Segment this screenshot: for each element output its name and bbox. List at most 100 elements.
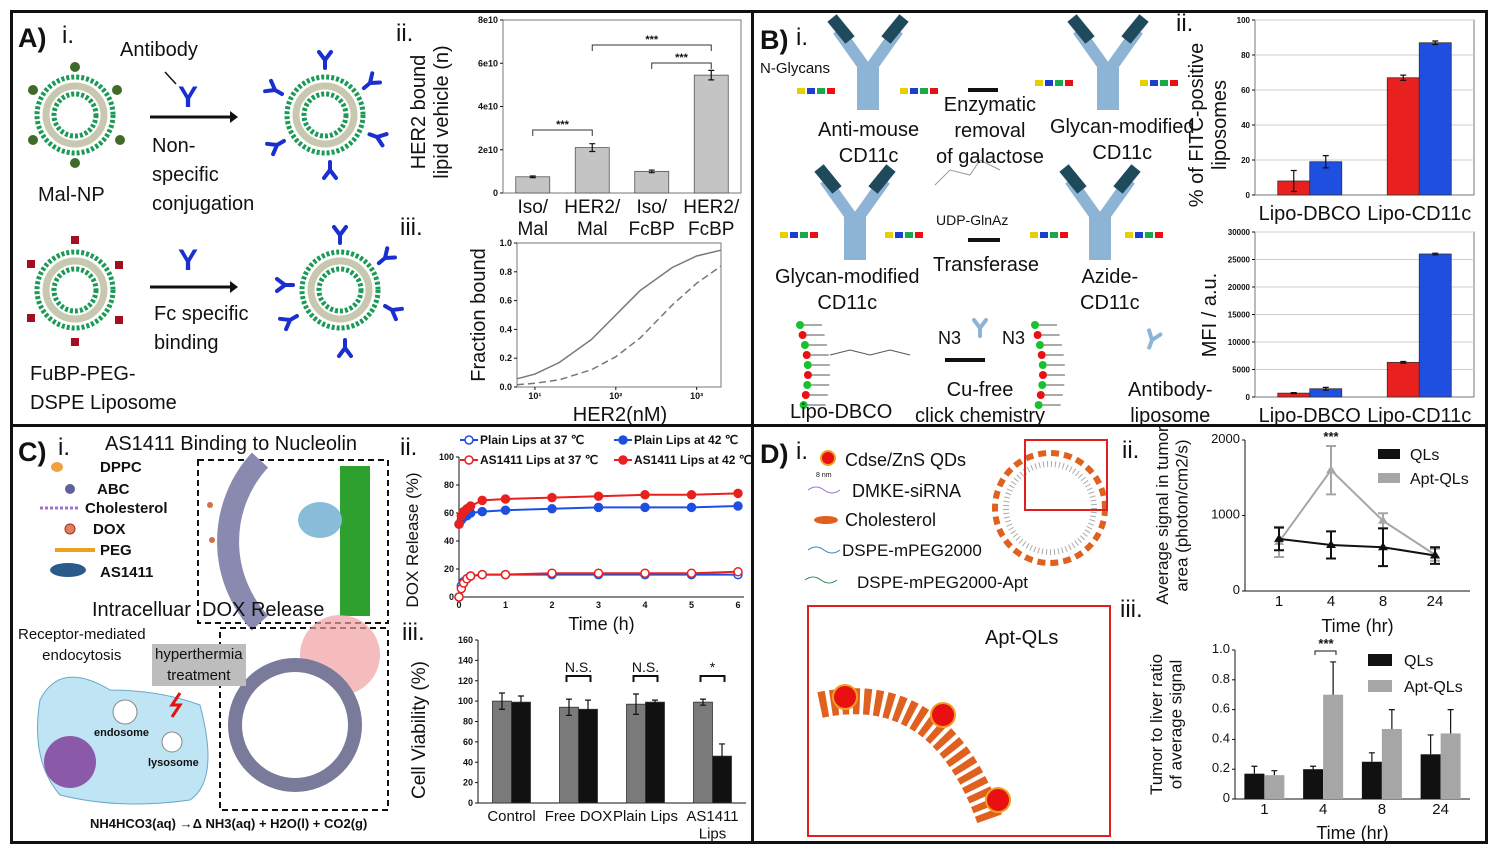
antibody-shape <box>322 160 338 180</box>
y-tick-label: 0 <box>468 798 473 808</box>
bar <box>492 700 512 804</box>
significance-bracket <box>632 675 659 682</box>
error-bar <box>1310 765 1317 770</box>
antibody-liposome <box>284 74 366 156</box>
y-tick-label: 80 <box>444 480 454 490</box>
y-tick-label: 25000 <box>1228 256 1251 265</box>
antibody-shape <box>337 338 353 358</box>
legend-label: QLs <box>1410 447 1439 464</box>
y-tick-label: 1000 <box>1211 507 1240 522</box>
x-tick-label: Lipo-DBCO <box>1259 405 1361 427</box>
subpanel-iii: iii. <box>400 214 423 241</box>
figure-frame <box>10 10 1488 844</box>
y-tick-label: 120 <box>458 676 473 686</box>
glycan-unit <box>810 232 818 238</box>
aptqls-liposome <box>992 450 1108 566</box>
legend-sirna: DMKE-siRNA <box>852 481 962 501</box>
fubp-peptide <box>71 338 79 346</box>
y-tick-label: 80 <box>463 717 473 727</box>
bar <box>1244 773 1265 799</box>
significance-label: *** <box>675 52 689 64</box>
error-bar <box>529 175 536 179</box>
legend-swatch <box>1378 473 1400 483</box>
antibody-icon <box>361 71 382 91</box>
subpanel-ii: ii. <box>1176 10 1194 37</box>
data-point <box>640 502 650 513</box>
legend-cholesterol: Cholesterol <box>85 500 168 517</box>
error-bar <box>1388 709 1395 729</box>
antibody-icon <box>332 225 348 245</box>
y-tick-label: 0 <box>1246 191 1251 200</box>
lipid-head <box>799 401 808 409</box>
y-tick-label: 60 <box>1241 86 1250 95</box>
arrow <box>164 71 177 85</box>
x-tick-label: 6 <box>735 600 740 610</box>
glycan-unit <box>905 232 913 238</box>
legend-swatch <box>1368 654 1392 666</box>
subpanel-ii: ii. <box>1122 437 1140 464</box>
mal-np-liposome <box>34 74 116 156</box>
n-glycans-label: N-Glycans <box>760 60 831 77</box>
antibody-fab <box>1067 14 1149 44</box>
bar <box>1303 769 1324 799</box>
error-bar <box>1271 770 1278 776</box>
x-tick-label: 10² <box>609 391 622 401</box>
mal-np-label: Mal-NP <box>38 184 105 206</box>
data-point <box>640 490 650 500</box>
maleimide-dot <box>70 158 80 168</box>
peg-icon <box>807 546 841 554</box>
glycan-unit <box>895 232 903 238</box>
apt-qls-label: Apt-QLs <box>985 627 1059 649</box>
n3-label: N3 <box>938 328 962 348</box>
hyperthermia-label: hyperthermia treatment <box>152 644 246 686</box>
glycan-modified-cd11c-icon <box>1067 14 1149 110</box>
lipid-head <box>796 321 804 329</box>
y-tick-label: 15000 <box>1228 311 1251 320</box>
glycan-icon <box>885 232 923 238</box>
y-axis-label: MFI / a.u. <box>1199 273 1221 357</box>
glycan-unit <box>1035 80 1043 86</box>
error-bar <box>708 69 715 81</box>
x-axis-label: HER2(nM) <box>573 404 667 426</box>
lipid-head <box>1033 331 1042 339</box>
x-tick-label: 10¹ <box>528 391 541 401</box>
data-point <box>1378 515 1388 524</box>
antibody-icon <box>383 304 404 322</box>
y-tick-label: 40 <box>444 536 454 546</box>
legend-label: Plain Lips at 37 ℃ <box>480 433 584 447</box>
glycan-unit <box>780 232 788 238</box>
significance-label: * <box>710 659 716 675</box>
glycan-unit <box>1050 232 1058 238</box>
antibody-fab <box>814 164 896 194</box>
error-bar <box>700 698 706 706</box>
glycan-unit <box>1170 80 1178 86</box>
x-tick-label: 8 <box>1379 593 1387 610</box>
lipid-head <box>1034 401 1043 409</box>
x-tick-label: 24 <box>1427 593 1444 610</box>
glycan-unit <box>1140 80 1148 86</box>
y-tick-label: 0.2 <box>1212 760 1230 775</box>
glycan-unit <box>1160 80 1168 86</box>
error-bar <box>1251 765 1258 774</box>
bar <box>511 701 531 804</box>
cholesterol-icon <box>814 516 838 524</box>
glycan-modified-cd11c-icon <box>814 164 896 260</box>
bilayer-outer <box>299 249 381 331</box>
subpanel-ii: ii. <box>400 434 418 461</box>
bar <box>1418 42 1452 196</box>
data-point <box>477 495 487 506</box>
bar <box>693 701 713 804</box>
x-tick-label: HER2/Mal <box>564 197 621 240</box>
glycan-icon <box>1035 80 1073 86</box>
x-axis-label: Time (hr) <box>1321 616 1393 636</box>
significance-label: N.S. <box>632 659 659 675</box>
antibody-shape <box>275 277 295 293</box>
legend-label: Plain Lips at 42 ℃ <box>634 433 738 447</box>
x-tick-label: 4 <box>1319 801 1327 818</box>
y-tick-label: 0 <box>1233 582 1240 597</box>
cell-membrane <box>340 466 370 616</box>
error-bar <box>633 693 639 715</box>
antibody-icon <box>367 132 389 148</box>
legend-peg: PEG <box>100 542 132 559</box>
lipid-head <box>802 351 811 359</box>
